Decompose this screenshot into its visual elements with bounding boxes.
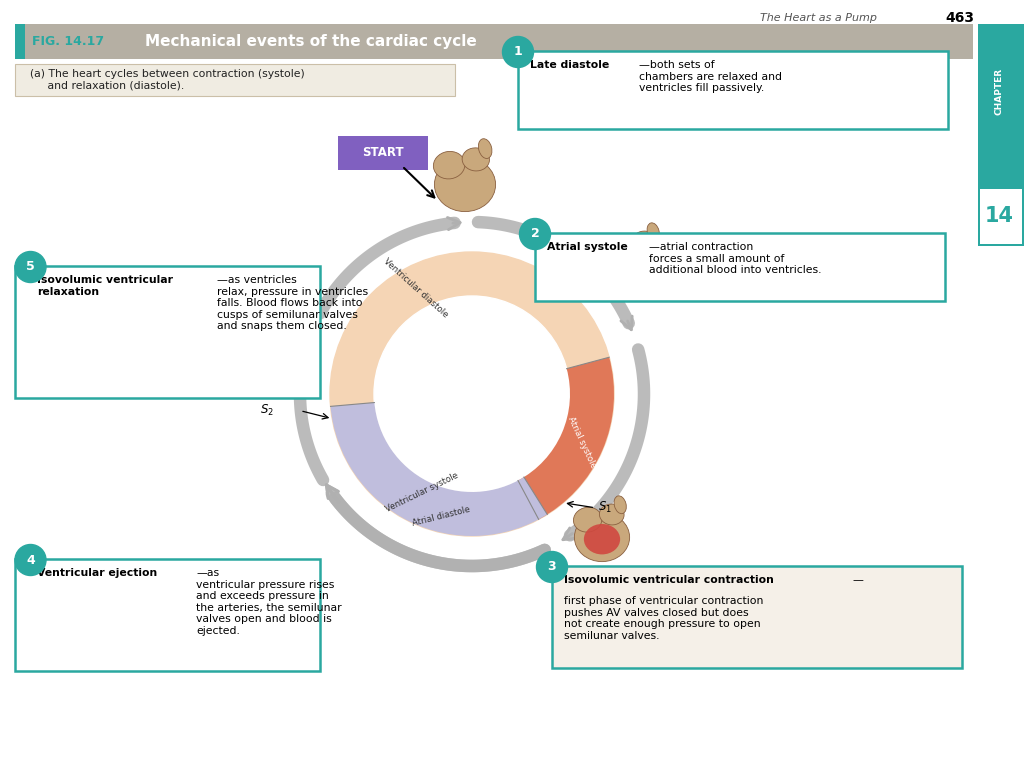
Circle shape <box>330 252 614 536</box>
Text: —atrial contraction
forces a small amount of
additional blood into ventricles.: —atrial contraction forces a small amoun… <box>649 242 821 275</box>
Ellipse shape <box>131 321 160 346</box>
Ellipse shape <box>618 253 651 279</box>
Ellipse shape <box>231 581 260 606</box>
Text: 5: 5 <box>27 261 35 273</box>
Text: FIG. 14.17: FIG. 14.17 <box>32 35 104 48</box>
Circle shape <box>537 552 567 583</box>
Text: Atrial systole: Atrial systole <box>565 416 598 470</box>
Ellipse shape <box>599 504 624 525</box>
Ellipse shape <box>614 496 627 514</box>
Text: first phase of ventricular contraction
pushes AV valves closed but does
not crea: first phase of ventricular contraction p… <box>564 596 763 641</box>
Text: $S_1$: $S_1$ <box>598 501 612 515</box>
Text: 4: 4 <box>27 553 35 566</box>
Text: Atrial systole: Atrial systole <box>547 242 628 252</box>
Ellipse shape <box>232 587 288 636</box>
FancyBboxPatch shape <box>15 559 319 671</box>
FancyBboxPatch shape <box>978 24 1024 246</box>
Ellipse shape <box>172 310 184 327</box>
FancyBboxPatch shape <box>518 51 948 129</box>
Ellipse shape <box>242 598 279 629</box>
Ellipse shape <box>478 139 492 158</box>
Text: 2: 2 <box>530 227 540 241</box>
Ellipse shape <box>573 508 602 532</box>
Circle shape <box>374 296 570 492</box>
Text: 463: 463 <box>945 11 974 25</box>
Ellipse shape <box>633 231 657 252</box>
Wedge shape <box>518 357 614 519</box>
Text: Atrial diastole: Atrial diastole <box>412 504 471 528</box>
FancyBboxPatch shape <box>535 233 945 301</box>
Ellipse shape <box>462 148 489 171</box>
Ellipse shape <box>647 223 659 241</box>
FancyBboxPatch shape <box>15 266 319 398</box>
FancyBboxPatch shape <box>15 24 25 59</box>
Text: 3: 3 <box>548 560 556 573</box>
FancyBboxPatch shape <box>980 189 1022 244</box>
Text: —: — <box>852 575 863 585</box>
Text: Ventricular diastole: Ventricular diastole <box>382 257 450 320</box>
Wedge shape <box>331 403 547 536</box>
Text: 14: 14 <box>984 206 1014 226</box>
FancyBboxPatch shape <box>15 64 455 96</box>
Text: Late diastole: Late diastole <box>530 60 609 70</box>
Text: $S_2$: $S_2$ <box>260 403 274 418</box>
Text: Isovolumic ventricular
relaxation: Isovolumic ventricular relaxation <box>37 275 173 296</box>
Ellipse shape <box>272 570 285 587</box>
Circle shape <box>15 545 46 576</box>
Text: —as ventricles
relax, pressure in ventricles
falls. Blood flows back into
cusps : —as ventricles relax, pressure in ventri… <box>217 275 368 331</box>
Text: The Heart as a Pump: The Heart as a Pump <box>760 13 877 23</box>
Text: —both sets of
chambers are relaxed and
ventricles fill passively.: —both sets of chambers are relaxed and v… <box>639 60 782 93</box>
Text: START: START <box>362 147 403 160</box>
Ellipse shape <box>132 327 187 376</box>
Text: Ventricular ejection: Ventricular ejection <box>37 568 158 578</box>
Circle shape <box>503 36 534 68</box>
Text: Isovolumic ventricular contraction: Isovolumic ventricular contraction <box>564 575 774 585</box>
Ellipse shape <box>607 240 663 289</box>
Text: 1: 1 <box>514 46 522 58</box>
Ellipse shape <box>434 158 496 212</box>
Circle shape <box>519 219 551 250</box>
Ellipse shape <box>606 234 635 259</box>
Ellipse shape <box>158 318 182 339</box>
Ellipse shape <box>433 151 465 179</box>
Ellipse shape <box>257 578 282 599</box>
Ellipse shape <box>574 513 630 562</box>
Text: (a) The heart cycles between contraction (systole)
     and relaxation (diastole: (a) The heart cycles between contraction… <box>30 69 305 91</box>
Text: —as
ventricular pressure rises
and exceeds pressure in
the arteries, the semilun: —as ventricular pressure rises and excee… <box>196 568 342 636</box>
Ellipse shape <box>584 524 621 554</box>
Text: Mechanical events of the cardiac cycle: Mechanical events of the cardiac cycle <box>145 34 477 49</box>
Text: Ventricular systole: Ventricular systole <box>384 470 460 514</box>
Text: CHAPTER: CHAPTER <box>994 68 1004 115</box>
FancyBboxPatch shape <box>15 24 973 59</box>
Circle shape <box>15 251 46 282</box>
FancyBboxPatch shape <box>552 566 962 668</box>
FancyBboxPatch shape <box>338 136 428 170</box>
